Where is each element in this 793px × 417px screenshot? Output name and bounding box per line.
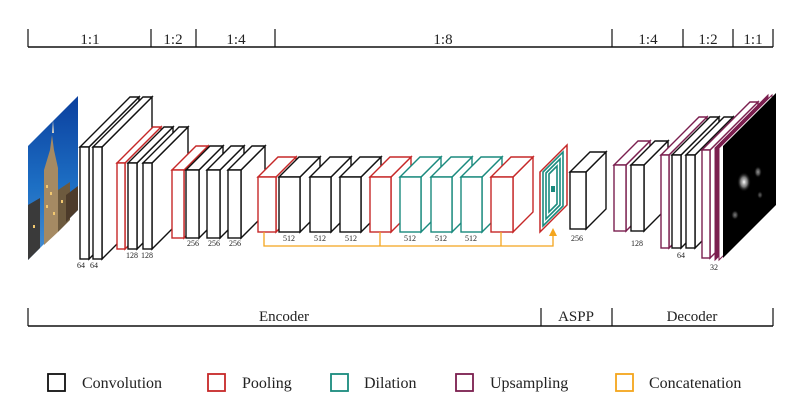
section-decoder: Decoder xyxy=(667,309,718,325)
channel-256-b: 256 xyxy=(208,239,220,248)
layer-blocks xyxy=(78,95,760,261)
channel-128-c: 128 xyxy=(631,239,643,248)
legend-swatch-concatenation xyxy=(615,373,634,392)
scale-label-1-8: 1:8 xyxy=(433,32,452,48)
channel-64-b: 64 xyxy=(90,261,98,270)
aspp-module xyxy=(539,143,568,234)
channel-256-d: 256 xyxy=(571,234,583,243)
legend-label-pooling: Pooling xyxy=(242,375,292,392)
channel-32: 32 xyxy=(710,263,718,272)
scale-label-1-2-right: 1:2 xyxy=(698,32,717,48)
scale-bar: 1:1 1:2 1:4 1:8 1:4 1:2 1:1 xyxy=(27,29,774,48)
aspp-dilation-ring-1 xyxy=(542,150,564,228)
conv-block-256-d xyxy=(568,150,608,231)
concatenation-links xyxy=(263,228,557,247)
channel-512-d: 512 xyxy=(404,234,416,243)
channel-256-a: 256 xyxy=(187,239,199,248)
channel-64-a: 64 xyxy=(77,261,85,270)
scale-label-1-2-left: 1:2 xyxy=(163,32,182,48)
aspp-dilation-ring-3 xyxy=(548,164,558,214)
channel-512-e: 512 xyxy=(435,234,447,243)
aspp-dilation-ring-2 xyxy=(545,157,561,221)
aspp-center xyxy=(551,186,555,192)
output-image xyxy=(714,93,776,262)
channel-128-b: 128 xyxy=(141,251,153,260)
channel-counts: 64 64 128 128 256 256 256 512 512 512 51… xyxy=(77,234,718,272)
legend-label-concatenation: Concatenation xyxy=(649,375,741,392)
pool-block-5 xyxy=(489,155,535,234)
scale-label-1-4-right: 1:4 xyxy=(638,32,658,48)
input-image xyxy=(28,96,78,260)
scale-label-1-1-left: 1:1 xyxy=(80,32,99,48)
legend-swatch-upsampling xyxy=(455,373,474,392)
legend-label-convolution: Convolution xyxy=(82,375,162,392)
legend-label-dilation: Dilation xyxy=(364,375,416,392)
section-encoder: Encoder xyxy=(259,309,309,325)
channel-512-f: 512 xyxy=(465,234,477,243)
legend-swatch-dilation xyxy=(330,373,349,392)
section-bar: Encoder ASPP Decoder xyxy=(27,308,774,327)
channel-128-a: 128 xyxy=(126,251,138,260)
scale-label-1-4-left: 1:4 xyxy=(226,32,246,48)
legend-label-upsampling: Upsampling xyxy=(490,375,568,392)
channel-256-c: 256 xyxy=(229,239,241,248)
channel-64-c: 64 xyxy=(677,251,685,260)
legend-swatch-convolution xyxy=(47,373,66,392)
channel-512-a: 512 xyxy=(283,234,295,243)
legend: Convolution Pooling Dilation Upsampling … xyxy=(47,373,741,392)
legend-swatch-pooling xyxy=(207,373,226,392)
channel-512-b: 512 xyxy=(314,234,326,243)
section-aspp: ASPP xyxy=(558,309,594,325)
channel-512-c: 512 xyxy=(345,234,357,243)
scale-label-1-1-right: 1:1 xyxy=(743,32,762,48)
